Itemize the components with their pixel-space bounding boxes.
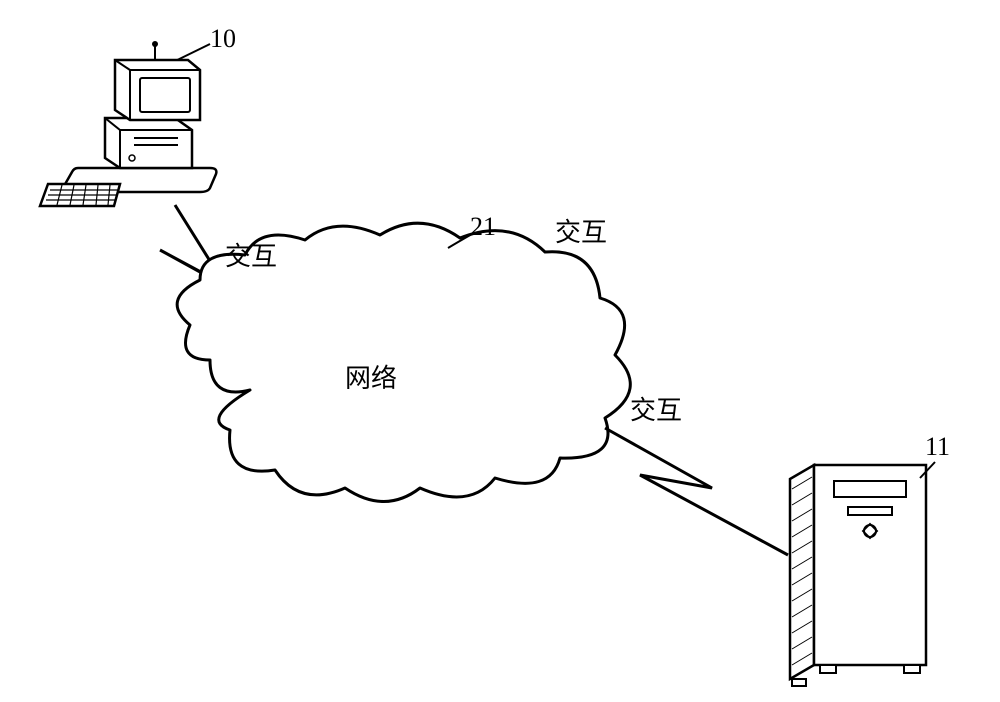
server-tower-icon	[790, 465, 926, 686]
lightning-connector-right	[605, 428, 788, 555]
edge-label-client-network: 交互	[225, 236, 277, 273]
ref-label-server: 11	[925, 432, 950, 462]
edge-label-network-server: 交互	[630, 390, 682, 427]
stray-label: 交互	[555, 212, 607, 249]
ref-label-network: 21	[470, 212, 496, 242]
desktop-computer-icon	[40, 41, 216, 206]
cloud-label: 网络	[345, 358, 397, 395]
ref-label-client: 10	[210, 24, 236, 54]
